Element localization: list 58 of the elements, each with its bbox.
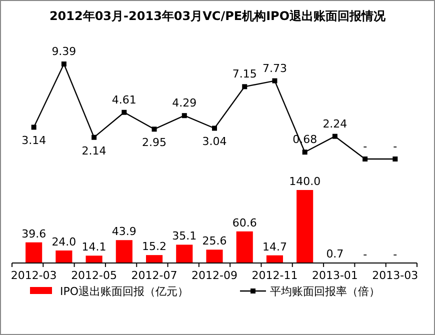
- data-label: 2.24: [322, 117, 348, 130]
- data-label: 24.0: [52, 235, 76, 248]
- x-tick-label: 2012-05: [71, 269, 118, 282]
- bar: [206, 250, 223, 263]
- point: [152, 126, 157, 132]
- chart-title: 2012年03月-2013年03月VC/PE机构IPO退出账面回报情况: [49, 9, 387, 23]
- legend-label: 平均账面回报率（倍）: [270, 285, 380, 298]
- bar: [236, 231, 253, 263]
- data-label: 7.15: [232, 68, 257, 81]
- point: [92, 134, 97, 140]
- x-tick-label: 2012-03: [10, 269, 57, 282]
- x-tick-label: 2013-01: [312, 269, 358, 282]
- data-label: -: [393, 140, 398, 153]
- x-tick-label: 2012-07: [131, 269, 178, 282]
- data-label: 39.6: [22, 227, 46, 240]
- data-label: -: [363, 248, 368, 261]
- point: [302, 150, 308, 155]
- bar: [266, 255, 284, 263]
- bar: [56, 250, 72, 263]
- bar: [26, 242, 42, 263]
- legend-label: IPO退出账面回报（亿元）: [60, 285, 189, 298]
- data-label: 43.9: [112, 225, 136, 238]
- x-tick-label: 2013-03: [372, 269, 418, 282]
- data-label: 2.95: [142, 136, 167, 150]
- data-label: 14.1: [82, 240, 106, 254]
- data-label: 0.7: [326, 248, 344, 261]
- data-label: 3.14: [22, 134, 46, 148]
- point: [212, 126, 217, 131]
- data-label: 140.0: [289, 175, 321, 188]
- point: [332, 134, 338, 139]
- data-label: 35.1: [172, 230, 197, 243]
- bar: [116, 240, 132, 263]
- point: [392, 156, 398, 162]
- data-label: 60.6: [232, 216, 257, 230]
- data-label: 3.04: [202, 135, 227, 148]
- data-label: -: [393, 248, 398, 261]
- data-label: 7.73: [262, 62, 287, 75]
- bar: [176, 244, 193, 263]
- x-tick-label: 2012-11: [252, 269, 298, 282]
- data-label: 9.39: [52, 45, 76, 58]
- data-label: 15.2: [142, 240, 167, 254]
- x-tick-label: 2012-09: [192, 269, 238, 282]
- point: [242, 84, 248, 90]
- data-label: -: [363, 140, 368, 153]
- data-label: 2.14: [82, 144, 106, 158]
- point: [182, 113, 187, 118]
- point: [272, 78, 278, 84]
- point: [31, 124, 36, 130]
- point: [362, 156, 368, 162]
- data-label: 14.7: [262, 240, 287, 254]
- data-label: 25.6: [202, 234, 227, 248]
- bar: [296, 190, 314, 263]
- data-label: 4.61: [112, 93, 136, 106]
- data-label: 4.29: [172, 96, 197, 110]
- point: [61, 62, 66, 66]
- point: [122, 110, 127, 115]
- bar: [86, 256, 102, 263]
- bar: [146, 255, 163, 263]
